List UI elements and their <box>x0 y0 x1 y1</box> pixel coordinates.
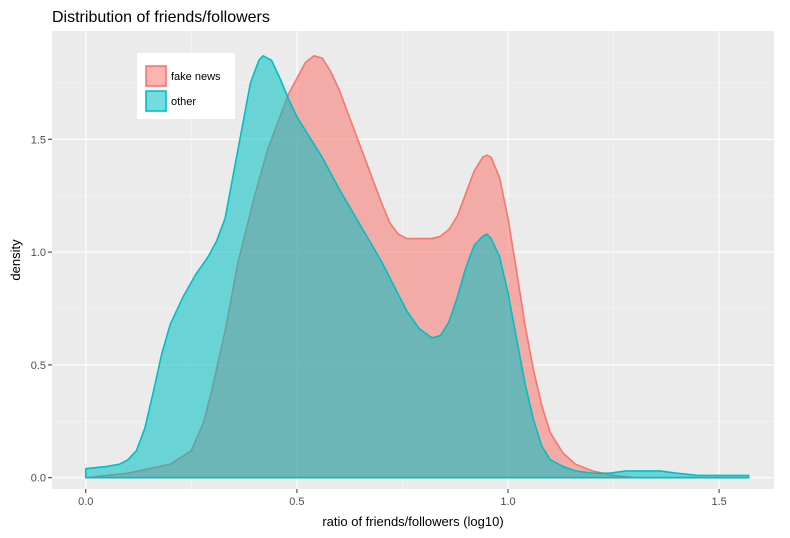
legend-key-other <box>145 90 167 112</box>
y-tick-label: 0.0 <box>31 473 46 485</box>
x-tick-label: 1.0 <box>500 496 515 508</box>
density-area-other <box>84 55 750 479</box>
y-tick-label: 1.0 <box>31 247 46 259</box>
x-axis-title: ratio of friends/followers (log10) <box>322 514 503 529</box>
legend-label-fake-news: fake news <box>171 71 221 83</box>
chart-title: Distribution of friends/followers <box>52 9 270 26</box>
density-areas <box>84 55 750 479</box>
legend: fake news other <box>137 53 235 119</box>
x-tick-label: 0.5 <box>289 496 304 508</box>
y-axis-title: density <box>8 239 23 281</box>
axes: 0.0 0.5 1.0 1.5 0.0 0.5 1.0 1.5 <box>31 134 727 508</box>
x-tick-label: 1.5 <box>711 496 726 508</box>
x-tick-label: 0.0 <box>78 496 93 508</box>
legend-key-fake-news <box>145 65 167 87</box>
y-tick-label: 1.5 <box>31 134 46 146</box>
legend-label-other: other <box>171 96 196 108</box>
y-tick-label: 0.5 <box>31 360 46 372</box>
